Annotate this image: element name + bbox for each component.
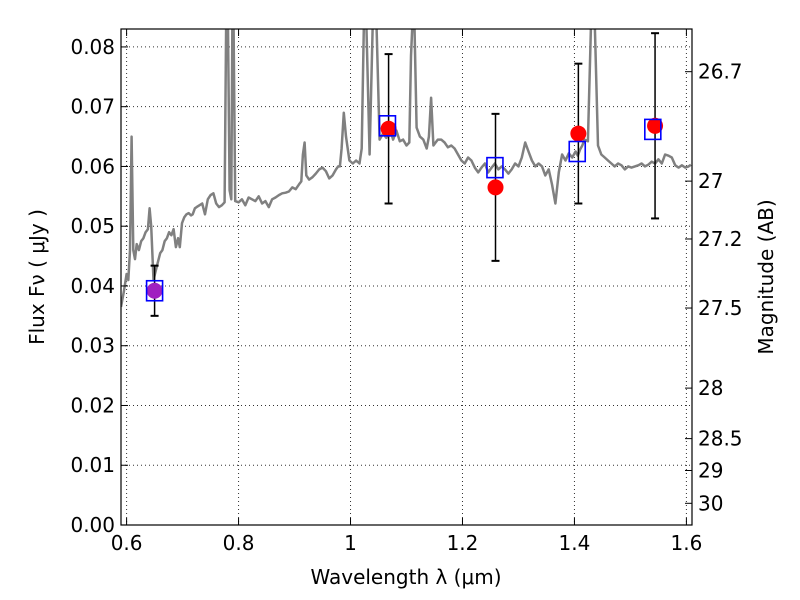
y2-tick-label: 27	[698, 169, 723, 193]
spectrum-line	[121, 29, 692, 308]
y-tick-label: 0.05	[70, 214, 115, 238]
circle-layer	[146, 117, 664, 299]
plot-background	[121, 29, 692, 525]
y-tick-label: 0.00	[70, 513, 115, 537]
x-tick-label: 1.6	[670, 531, 702, 555]
y-tick-label: 0.02	[70, 393, 115, 417]
x-axis-label: Wavelength λ (μm)	[310, 565, 501, 589]
observed-point	[380, 120, 397, 137]
observed-point	[647, 117, 664, 134]
y-ticks: 0.00 0.01 0.02 0.03 0.04 0.05 0.06 0.07 0.08	[70, 35, 128, 537]
x-tick-label: 1	[344, 531, 357, 555]
observed-point	[487, 179, 504, 196]
square-layer	[145, 115, 662, 302]
y2-tick-label: 27.2	[698, 227, 743, 251]
y2-tick-label: 28	[698, 376, 723, 400]
model-point	[644, 118, 662, 141]
y2-ticks: 26.7 27 27.2 27.5 28 28.5 29 30	[685, 60, 743, 515]
y-axis-label: Flux Fν ( μJy )	[25, 209, 49, 345]
y-tick-label: 0.08	[70, 35, 115, 59]
plot-frame	[120, 28, 693, 526]
x-tick-label: 0.8	[223, 531, 255, 555]
y-tick-label: 0.01	[70, 453, 115, 477]
x-tick-label: 1.4	[559, 531, 591, 555]
y2-axis-label: Magnitude (AB)	[754, 199, 778, 354]
y2-tick-label: 27.5	[698, 296, 743, 320]
y-tick-label: 0.06	[70, 154, 115, 178]
y-tick-label: 0.07	[70, 95, 115, 119]
y2-tick-label: 28.5	[698, 427, 743, 451]
y2-tick-label: 29	[698, 458, 723, 482]
x-ticks: 0.6 0.8 1 1.2 1.4 1.6	[111, 29, 702, 555]
model-point	[486, 156, 504, 179]
model-point	[145, 279, 164, 302]
observed-point	[146, 282, 163, 299]
x-tick-label: 1.2	[447, 531, 479, 555]
x-tick-label: 0.6	[111, 531, 143, 555]
y2-tick-label: 30	[698, 491, 723, 515]
model-point	[378, 115, 397, 137]
y-tick-label: 0.04	[70, 274, 115, 298]
observed-point	[570, 125, 587, 142]
y2-tick-label: 26.7	[698, 60, 743, 84]
model-point	[568, 140, 587, 163]
y-tick-label: 0.03	[70, 334, 115, 358]
spectrum-layer	[121, 29, 692, 308]
